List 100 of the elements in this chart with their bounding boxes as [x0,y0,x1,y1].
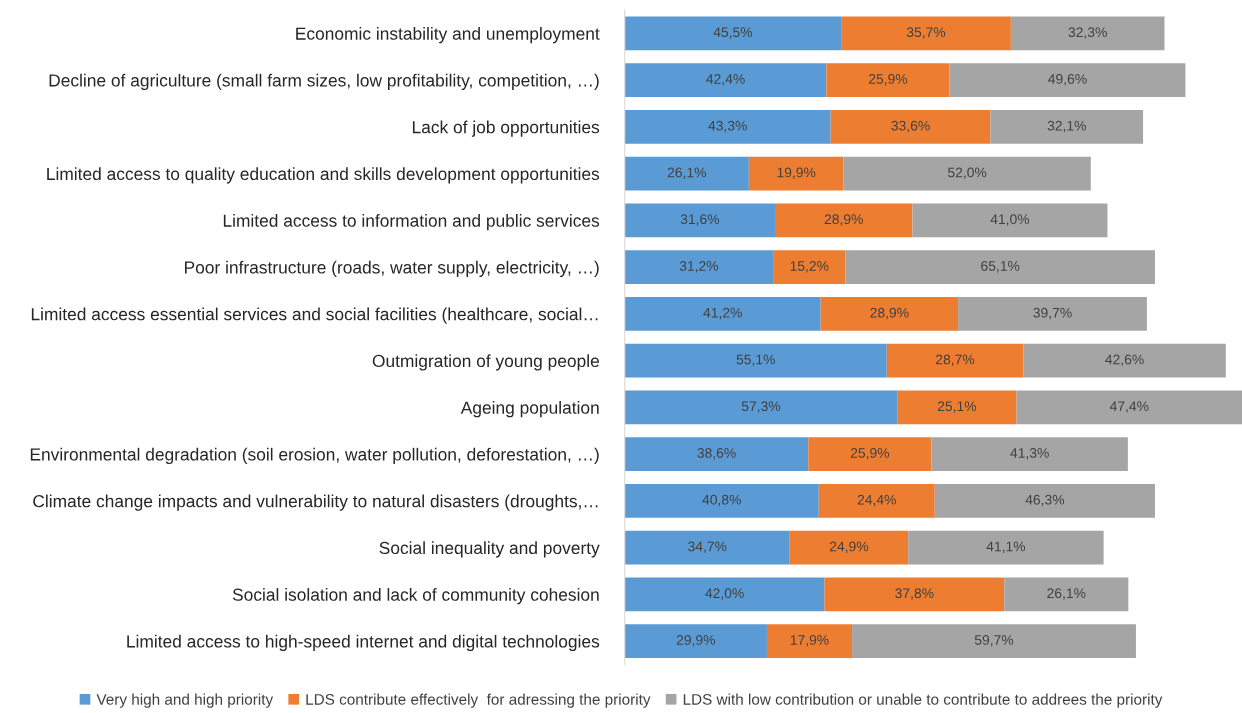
bar [843,156,1091,191]
data-label: 26,1% [667,167,706,179]
bar [624,484,819,518]
data-label: 15,2% [790,261,829,273]
data-label: 49,6% [1048,74,1087,86]
bar [624,390,898,425]
bar [624,203,775,238]
data-label: 28,9% [870,307,909,320]
bar [766,624,853,658]
data-label: 59,7% [974,635,1014,647]
bar [1023,343,1226,378]
bar [897,390,1017,425]
bar [624,16,842,51]
data-label: 25,9% [850,448,890,460]
bar [990,110,1144,144]
data-label: 43,3% [708,120,747,133]
bar [624,110,831,144]
data-label: 57,3% [741,401,781,413]
bar [824,577,1005,612]
y-tick-label: Social isolation and lack of community cohesion [232,588,599,605]
bar [624,437,809,471]
legend-label: Very high and high priority [96,693,274,708]
data-label: 41,2% [703,307,742,320]
data-label: 41,0% [990,214,1030,226]
data-label: 47,4% [1109,401,1149,413]
data-label: 35,7% [906,27,946,39]
y-tick-label: Lack of job opportunities [412,120,600,137]
bar [1016,390,1242,425]
bar [841,16,1011,51]
data-label: 28,9% [824,214,863,226]
data-label: 17,9% [790,635,829,647]
data-label: 45,5% [713,27,753,39]
data-label: 39,7% [1033,307,1072,320]
data-label: 41,3% [1010,448,1049,460]
bar [773,250,846,284]
data-label: 42,6% [1105,354,1144,366]
data-label: 52,0% [947,167,987,179]
y-tick-label: Outmigration of young people [372,354,599,371]
data-label: 65,1% [981,261,1020,273]
bar [624,343,887,378]
bar [912,203,1108,238]
data-label: 46,3% [1025,494,1065,507]
legend-label: LDS with low contribution or unable to contribute to addrees the priority [683,693,1163,708]
data-label: 42,4% [706,74,745,86]
bar [852,624,1136,658]
data-label: 37,8% [895,588,934,600]
data-label: 40,8% [702,494,741,507]
y-tick-label: Decline of agriculture (small farm sizes, low profitability, competition, …) [49,73,599,90]
data-label: 33,6% [891,120,930,133]
bar [934,484,1155,518]
data-label: 32,1% [1047,120,1086,133]
data-label: 24,9% [829,541,869,553]
data-label: 31,2% [679,261,719,273]
data-label: 25,9% [868,74,908,86]
data-label: 24,4% [857,494,896,507]
bar [931,437,1128,471]
y-tick-label: Economic instability and unemployment [296,27,600,44]
bar [775,203,913,238]
y-tick-label: Poor infrastructure (roads, water supply, electricity, …) [185,260,599,278]
y-tick-label: Social inequality and poverty [379,541,600,558]
data-label: 34,7% [688,541,727,553]
bar [789,530,909,565]
y-tick-label: Limited access to information and public services [223,214,600,231]
bar [908,530,1104,565]
y-tick-label: Environmental degradation (soil erosion, water pollution, deforestation, …) [30,447,599,465]
bar [624,63,827,97]
data-label: 29,9% [676,635,716,647]
bar [624,577,825,612]
bar [1010,16,1165,51]
data-label: 28,7% [936,354,975,366]
legend-label: LDS contribute effectively for adressing the priority [306,693,651,708]
bar [624,156,749,191]
data-label: 25,1% [937,401,977,413]
data-label: 41,1% [986,541,1026,553]
bar [624,250,774,284]
bar [949,63,1186,97]
bar [886,343,1024,378]
data-label: 26,1% [1047,588,1086,600]
bar [748,156,844,191]
bar [1004,577,1129,612]
bar [820,297,959,331]
bar [845,250,1155,284]
bar [808,437,932,471]
bar [624,297,821,331]
bar [826,63,950,97]
bar [958,297,1147,331]
bar [624,530,790,565]
data-label: 42,0% [705,588,744,600]
bar [830,110,991,144]
bar [624,624,767,658]
data-label: 19,9% [777,167,816,179]
y-tick-label: Limited access essential services and social facilities (healthcare, social… [31,307,598,324]
y-tick-label: Climate change impacts and vulnerability to natural disasters (droughts,… [33,494,598,511]
y-tick-label: Limited access to quality education and skills development opportunities [47,167,600,184]
data-label: 32,3% [1068,27,1107,39]
y-tick-label: Limited access to high-speed internet and digital technologies [127,634,600,652]
y-tick-label: Ageing population [460,401,599,418]
data-label: 31,6% [680,214,720,226]
bar [818,484,935,518]
data-label: 38,6% [697,448,736,460]
